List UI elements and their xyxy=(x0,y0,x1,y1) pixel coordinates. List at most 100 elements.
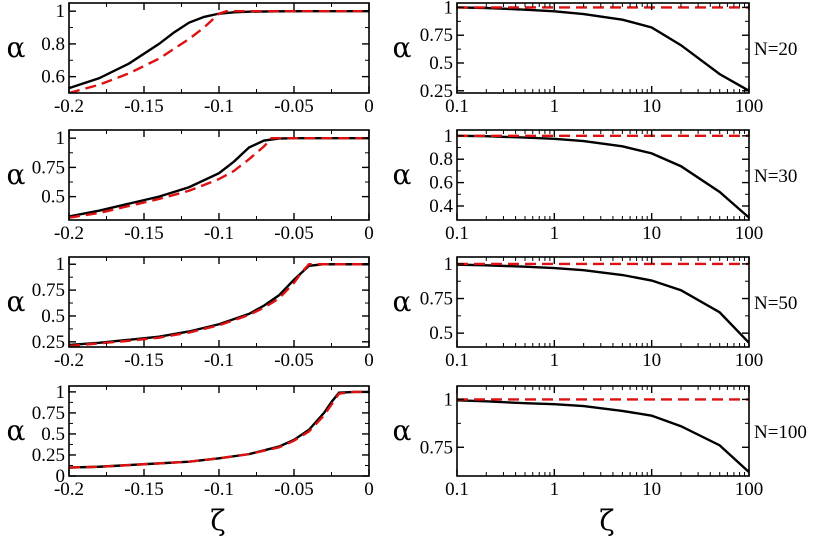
plot-frame xyxy=(68,2,370,94)
x-tick-label: 1 xyxy=(550,479,560,500)
y-tick-label: 1 xyxy=(56,1,66,22)
y-tick-label: 1 xyxy=(56,382,66,403)
panel-label: N=100 xyxy=(754,422,807,443)
y-tick-label: 1 xyxy=(444,254,454,275)
x-tick-label: 100 xyxy=(735,223,764,244)
y-tick-label: 1 xyxy=(56,254,66,275)
solid-series-line xyxy=(69,390,369,469)
y-tick-label: 1 xyxy=(56,128,66,149)
x-tick-label: 100 xyxy=(735,350,764,371)
plot-frame xyxy=(68,385,370,477)
x-tick-label: 0 xyxy=(364,96,374,117)
solid-series-line xyxy=(69,9,369,90)
solid-series-line xyxy=(457,134,749,219)
x-tick-label: -0.15 xyxy=(124,479,164,500)
plot-frame xyxy=(456,2,750,94)
y-tick-label: 0.75 xyxy=(32,280,65,301)
x-tick-label: 0.1 xyxy=(445,350,469,371)
x-tick-label: -0.2 xyxy=(54,350,84,371)
x-tick-label: 0 xyxy=(364,223,374,244)
solid-series-line xyxy=(457,263,749,344)
panel-left-2: -0.2 -0.15 -0.1 -0.05 0 0.5 0.75 1 α xyxy=(7,128,374,244)
x-tick-label: 0.1 xyxy=(445,96,469,117)
plot-frame xyxy=(456,129,750,221)
y-axis-label: α xyxy=(393,158,412,191)
x-tick-label: -0.05 xyxy=(274,350,314,371)
panel-label: N=50 xyxy=(754,293,797,314)
y-tick-label: 1 xyxy=(444,0,454,18)
x-tick-label: -0.15 xyxy=(124,350,164,371)
x-tick-label: -0.05 xyxy=(274,96,314,117)
plot-frame xyxy=(456,256,750,348)
y-tick-label: 0.8 xyxy=(429,149,453,170)
x-tick-label: 0.1 xyxy=(445,479,469,500)
y-tick-label: 0.75 xyxy=(32,403,65,424)
panel-label: N=20 xyxy=(754,39,797,60)
panel-left-3: -0.2 -0.15 -0.1 -0.05 0 0.25 0.5 0.75 1 α xyxy=(7,254,374,371)
x-tick-label: 10 xyxy=(642,223,661,244)
y-tick-label: 1 xyxy=(444,389,454,410)
x-tick-label: 10 xyxy=(642,96,661,117)
y-tick-label: 1 xyxy=(444,126,454,147)
y-axis-label: α xyxy=(393,285,412,318)
x-tick-label: -0.15 xyxy=(124,96,164,117)
y-tick-label: 0.5 xyxy=(41,424,65,445)
dashed-series-line xyxy=(69,263,369,347)
y-tick-label: 0.5 xyxy=(429,53,453,74)
panel-right-4: 0.1 1 10 100 0.75 1 α N=100 xyxy=(393,385,807,500)
y-tick-label: 0.25 xyxy=(32,445,65,466)
panel-right-1: 0.1 1 10 100 0.25 0.5 0.75 1 α N=20 xyxy=(393,0,798,117)
solid-series-line xyxy=(69,263,369,347)
x-tick-label: -0.05 xyxy=(274,223,314,244)
y-tick-label: 0.5 xyxy=(41,306,65,327)
x-tick-label: -0.2 xyxy=(54,223,84,244)
x-tick-label: 0 xyxy=(364,350,374,371)
panel-label: N=30 xyxy=(754,166,797,187)
solid-series-line xyxy=(69,136,369,218)
plot-frame xyxy=(456,385,750,477)
y-axis-label: α xyxy=(393,31,412,64)
y-tick-label: 0.75 xyxy=(420,437,453,458)
solid-series-line xyxy=(457,399,749,474)
x-tick-label: 100 xyxy=(735,96,764,117)
y-tick-label: 0.75 xyxy=(420,289,453,310)
x-tick-label: 1 xyxy=(550,96,560,117)
plot-frame xyxy=(68,256,370,348)
y-tick-label: 0.6 xyxy=(429,173,453,194)
x-tick-label: 0 xyxy=(364,479,374,500)
solid-series-line xyxy=(457,6,749,92)
x-tick-label: 100 xyxy=(735,479,764,500)
y-tick-label: 0 xyxy=(56,466,66,487)
y-tick-label: 0.4 xyxy=(429,196,453,217)
y-tick-label: 0.75 xyxy=(420,25,453,46)
y-tick-label: 0.25 xyxy=(420,81,453,102)
panel-left-1: -0.2 -0.15 -0.1 -0.05 0 0.6 0.8 1 α xyxy=(7,1,374,117)
x-tick-label: -0.05 xyxy=(274,479,314,500)
y-tick-label: 0.5 xyxy=(41,187,65,208)
x-axis-label-left: ζ xyxy=(210,504,225,537)
x-tick-label: 1 xyxy=(550,350,560,371)
y-axis-label: α xyxy=(7,414,26,447)
dashed-series-line xyxy=(69,390,369,469)
x-tick-label: -0.15 xyxy=(124,223,164,244)
x-tick-label: 0.1 xyxy=(445,223,469,244)
x-tick-label: 10 xyxy=(642,350,661,371)
y-tick-label: 0.25 xyxy=(32,332,65,353)
y-tick-label: 0.5 xyxy=(429,323,453,344)
x-tick-label: 1 xyxy=(550,223,560,244)
y-tick-label: 0.6 xyxy=(41,67,65,88)
panel-right-3: 0.1 1 10 100 0.5 0.75 1 α N=50 xyxy=(393,254,798,371)
y-tick-label: 0.75 xyxy=(32,157,65,178)
y-axis-label: α xyxy=(7,285,26,318)
x-tick-label: -0.2 xyxy=(54,479,84,500)
x-tick-label: -0.1 xyxy=(204,96,234,117)
x-axis-label-right: ζ xyxy=(599,504,614,537)
y-axis-label: α xyxy=(7,158,26,191)
dashed-series-line xyxy=(69,9,369,93)
x-tick-label: 10 xyxy=(642,479,661,500)
x-tick-label: -0.1 xyxy=(204,479,234,500)
